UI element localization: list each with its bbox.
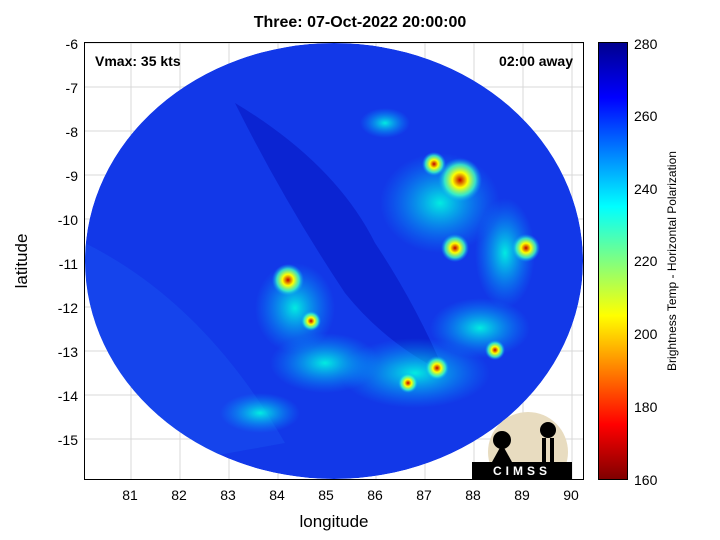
x-tick: 90	[563, 487, 579, 503]
x-axis-label: longitude	[299, 512, 369, 531]
colorbar-tick: 200	[634, 326, 658, 342]
x-tick: 89	[514, 487, 530, 503]
y-axis-label: latitude	[12, 233, 31, 289]
logo-text: CIMSS	[493, 464, 551, 478]
colorbar-tick: 240	[634, 181, 658, 197]
y-tick: -14	[57, 388, 78, 404]
swath-disc	[85, 43, 583, 479]
colorbar-tick: 220	[634, 253, 658, 269]
cimss-logo-icon: CIMSS	[472, 412, 572, 480]
map-title: Three: 07-Oct-2022 20:00:00	[253, 14, 467, 31]
x-tick: 88	[465, 487, 481, 503]
away-label: 02:00 away	[499, 53, 573, 69]
y-tick: -10	[57, 212, 78, 228]
colorbar-tick: 180	[634, 399, 658, 415]
x-tick: 87	[416, 487, 432, 503]
colorbar	[598, 42, 628, 480]
colorbar-tick: 160	[634, 472, 658, 488]
x-tick: 84	[269, 487, 285, 503]
x-tick: 81	[122, 487, 138, 503]
x-tick: 83	[220, 487, 236, 503]
brightness-temp-map	[85, 43, 583, 479]
x-tick: 85	[318, 487, 334, 503]
y-tick: -8	[65, 124, 78, 140]
y-tick: -6	[65, 36, 78, 52]
y-tick: -9	[65, 168, 78, 184]
y-tick: -13	[57, 344, 78, 360]
y-tick: -15	[57, 432, 78, 448]
y-tick: -7	[65, 80, 78, 96]
map-plot-area[interactable]: Vmax: 35 kts 02:00 away	[84, 42, 584, 480]
colorbar-tick: 280	[634, 36, 658, 52]
y-tick: -12	[57, 300, 78, 316]
x-tick: 86	[367, 487, 383, 503]
colorbar-label: Brightness Temp - Horizontal Polarizatio…	[665, 151, 679, 371]
colorbar-tick: 260	[634, 108, 658, 124]
y-tick: -11	[58, 256, 78, 272]
x-tick: 82	[171, 487, 187, 503]
vmax-label: Vmax: 35 kts	[95, 53, 181, 69]
